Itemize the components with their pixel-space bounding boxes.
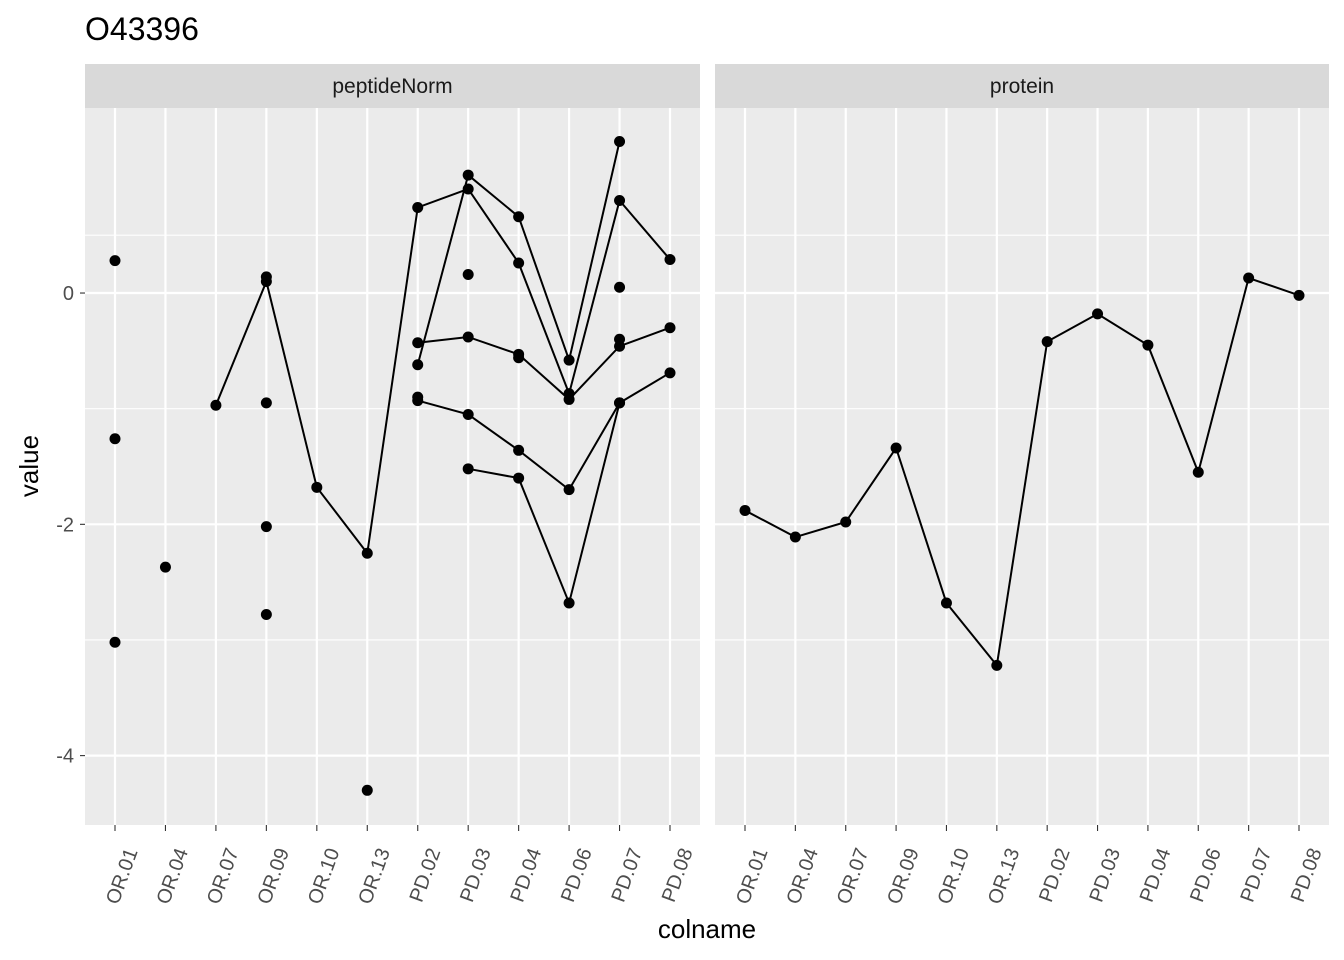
data-point xyxy=(1092,308,1104,320)
x-tick-label: PD.08 xyxy=(658,845,698,905)
data-point xyxy=(513,472,525,484)
data-point xyxy=(462,169,474,181)
data-point xyxy=(664,367,676,379)
data-point xyxy=(1142,339,1154,351)
data-point xyxy=(614,397,626,409)
data-point xyxy=(462,269,474,281)
data-point xyxy=(260,521,272,533)
data-point xyxy=(462,408,474,420)
x-tick-label: PD.08 xyxy=(1287,845,1327,905)
data-point xyxy=(412,359,424,371)
data-point xyxy=(513,444,525,456)
x-tick-label: PD.03 xyxy=(1085,845,1125,905)
x-tick-label: PD.03 xyxy=(456,845,496,905)
x-tick-label: OR.09 xyxy=(883,845,923,907)
data-point xyxy=(462,463,474,475)
x-tick-label: OR.07 xyxy=(203,845,243,907)
y-tick-label: -4 xyxy=(56,746,74,768)
series-line xyxy=(417,371,671,492)
facet-strip-label: protein xyxy=(990,75,1054,98)
x-axis-title: colname xyxy=(658,914,756,944)
x-tick-label: PD.07 xyxy=(607,845,647,905)
facet-strip xyxy=(715,64,1329,108)
data-point xyxy=(361,547,373,559)
y-axis-title: value xyxy=(14,435,44,497)
data-point xyxy=(739,504,751,516)
data-point xyxy=(361,784,373,796)
data-point xyxy=(311,481,323,493)
data-point xyxy=(412,201,424,213)
x-tick-label: PD.06 xyxy=(557,845,597,905)
y-tick-label: -2 xyxy=(56,514,74,536)
data-point xyxy=(614,195,626,207)
data-point xyxy=(260,397,272,409)
data-point xyxy=(412,337,424,349)
data-point xyxy=(260,609,272,621)
data-point xyxy=(991,659,1003,671)
data-point xyxy=(159,561,171,573)
facet-strip xyxy=(85,64,700,108)
x-tick-label: OR.01 xyxy=(102,845,142,907)
x-tick-label: OR.10 xyxy=(304,845,344,907)
data-point xyxy=(840,516,852,528)
panel-peptideNorm: peptideNorm OR.01 OR.04 OR.07 OR.09 OR.10 OR.1… xyxy=(85,64,700,907)
x-tick-label: OR.10 xyxy=(934,845,974,907)
data-point xyxy=(614,333,626,345)
data-point xyxy=(1293,289,1305,301)
x-tick-label: OR.01 xyxy=(732,845,772,907)
data-point xyxy=(614,136,626,148)
data-point xyxy=(1243,272,1255,284)
x-tick-label: PD.02 xyxy=(406,845,446,905)
series-line xyxy=(214,187,671,556)
data-point xyxy=(260,271,272,283)
x-tick-label: OR.13 xyxy=(984,845,1024,907)
x-tick-label: OR.04 xyxy=(783,845,823,907)
series-line xyxy=(468,402,621,607)
x-tick-label: OR.07 xyxy=(833,845,873,907)
x-tick-label: PD.04 xyxy=(1136,845,1176,905)
data-point xyxy=(563,484,575,496)
data-point xyxy=(563,354,575,366)
y-tick-label: 0 xyxy=(63,283,74,305)
x-tick-label: PD.07 xyxy=(1237,845,1277,905)
data-point xyxy=(513,352,525,364)
data-point xyxy=(890,442,902,454)
x-tick-label: OR.04 xyxy=(153,845,193,907)
x-tick-label: OR.13 xyxy=(354,845,394,907)
data-point xyxy=(109,433,121,445)
series-line xyxy=(744,276,1300,668)
data-point xyxy=(513,211,525,223)
data-point xyxy=(940,597,952,609)
x-tick-label: PD.06 xyxy=(1186,845,1226,905)
data-point xyxy=(462,331,474,343)
data-point xyxy=(1041,336,1053,348)
data-point xyxy=(563,393,575,405)
panel-background xyxy=(85,108,700,825)
series-line xyxy=(417,326,671,401)
data-point xyxy=(664,253,676,265)
data-point xyxy=(210,399,222,411)
data-point xyxy=(109,255,121,267)
data-point xyxy=(412,391,424,403)
panel-protein: protein OR.01 OR.04 OR.07 OR.09 OR.10 OR.13 PD.… xyxy=(715,64,1329,907)
data-point xyxy=(1192,466,1204,478)
data-point xyxy=(513,257,525,269)
data-point xyxy=(789,531,801,543)
x-tick-label: PD.02 xyxy=(1035,845,1075,905)
data-point xyxy=(664,322,676,334)
data-point xyxy=(614,281,626,293)
panel-background xyxy=(715,108,1329,825)
facet-strip-label: peptideNorm xyxy=(332,75,452,98)
chart-title: O43396 xyxy=(85,11,199,47)
data-point xyxy=(563,597,575,609)
x-tick-label: PD.04 xyxy=(507,845,547,905)
data-point xyxy=(109,636,121,648)
x-tick-label: OR.09 xyxy=(254,845,294,907)
